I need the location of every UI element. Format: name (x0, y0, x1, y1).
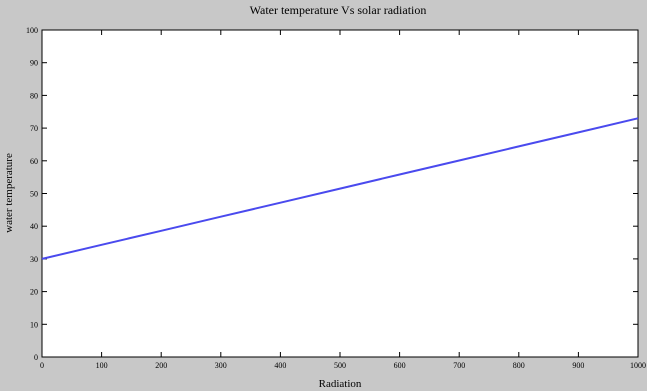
x-axis-ticks: 0 100 200 300 400 500 600 700 800 900 1000 (40, 30, 646, 370)
x-tick-label: 300 (215, 361, 227, 370)
x-tick-label: 800 (513, 361, 525, 370)
x-tick-label: 500 (334, 361, 346, 370)
x-tick-label: 700 (453, 361, 465, 370)
y-tick-label: 80 (30, 91, 38, 100)
x-tick-label: 600 (394, 361, 406, 370)
x-tick-label: 100 (96, 361, 108, 370)
y-tick-label: 100 (26, 26, 38, 35)
y-tick-label: 40 (30, 222, 38, 231)
series-group (41, 117, 639, 260)
x-tick-label: 1000 (630, 361, 646, 370)
y-tick-label: 70 (30, 124, 38, 133)
y-tick-label: 10 (30, 320, 38, 329)
y-tick-label: 30 (30, 255, 38, 264)
x-axis-label: Radiation (319, 378, 362, 390)
y-axis-ticks: 0 10 20 30 40 50 60 70 80 90 100 (26, 26, 638, 362)
y-tick-label: 90 (30, 59, 38, 68)
x-tick-label: 400 (274, 361, 286, 370)
y-tick-label: 50 (30, 190, 38, 199)
y-tick-label: 0 (34, 353, 38, 362)
chart-title: Water temperature Vs solar radiation (250, 3, 427, 17)
x-tick-label: 900 (572, 361, 584, 370)
y-axis-label: water temperature (3, 153, 15, 233)
plot-area (41, 29, 639, 358)
y-tick-label: 20 (30, 288, 38, 297)
y-tick-label: 60 (30, 157, 38, 166)
series-line (41, 117, 639, 260)
x-tick-label: 0 (40, 361, 44, 370)
x-tick-label: 200 (155, 361, 167, 370)
